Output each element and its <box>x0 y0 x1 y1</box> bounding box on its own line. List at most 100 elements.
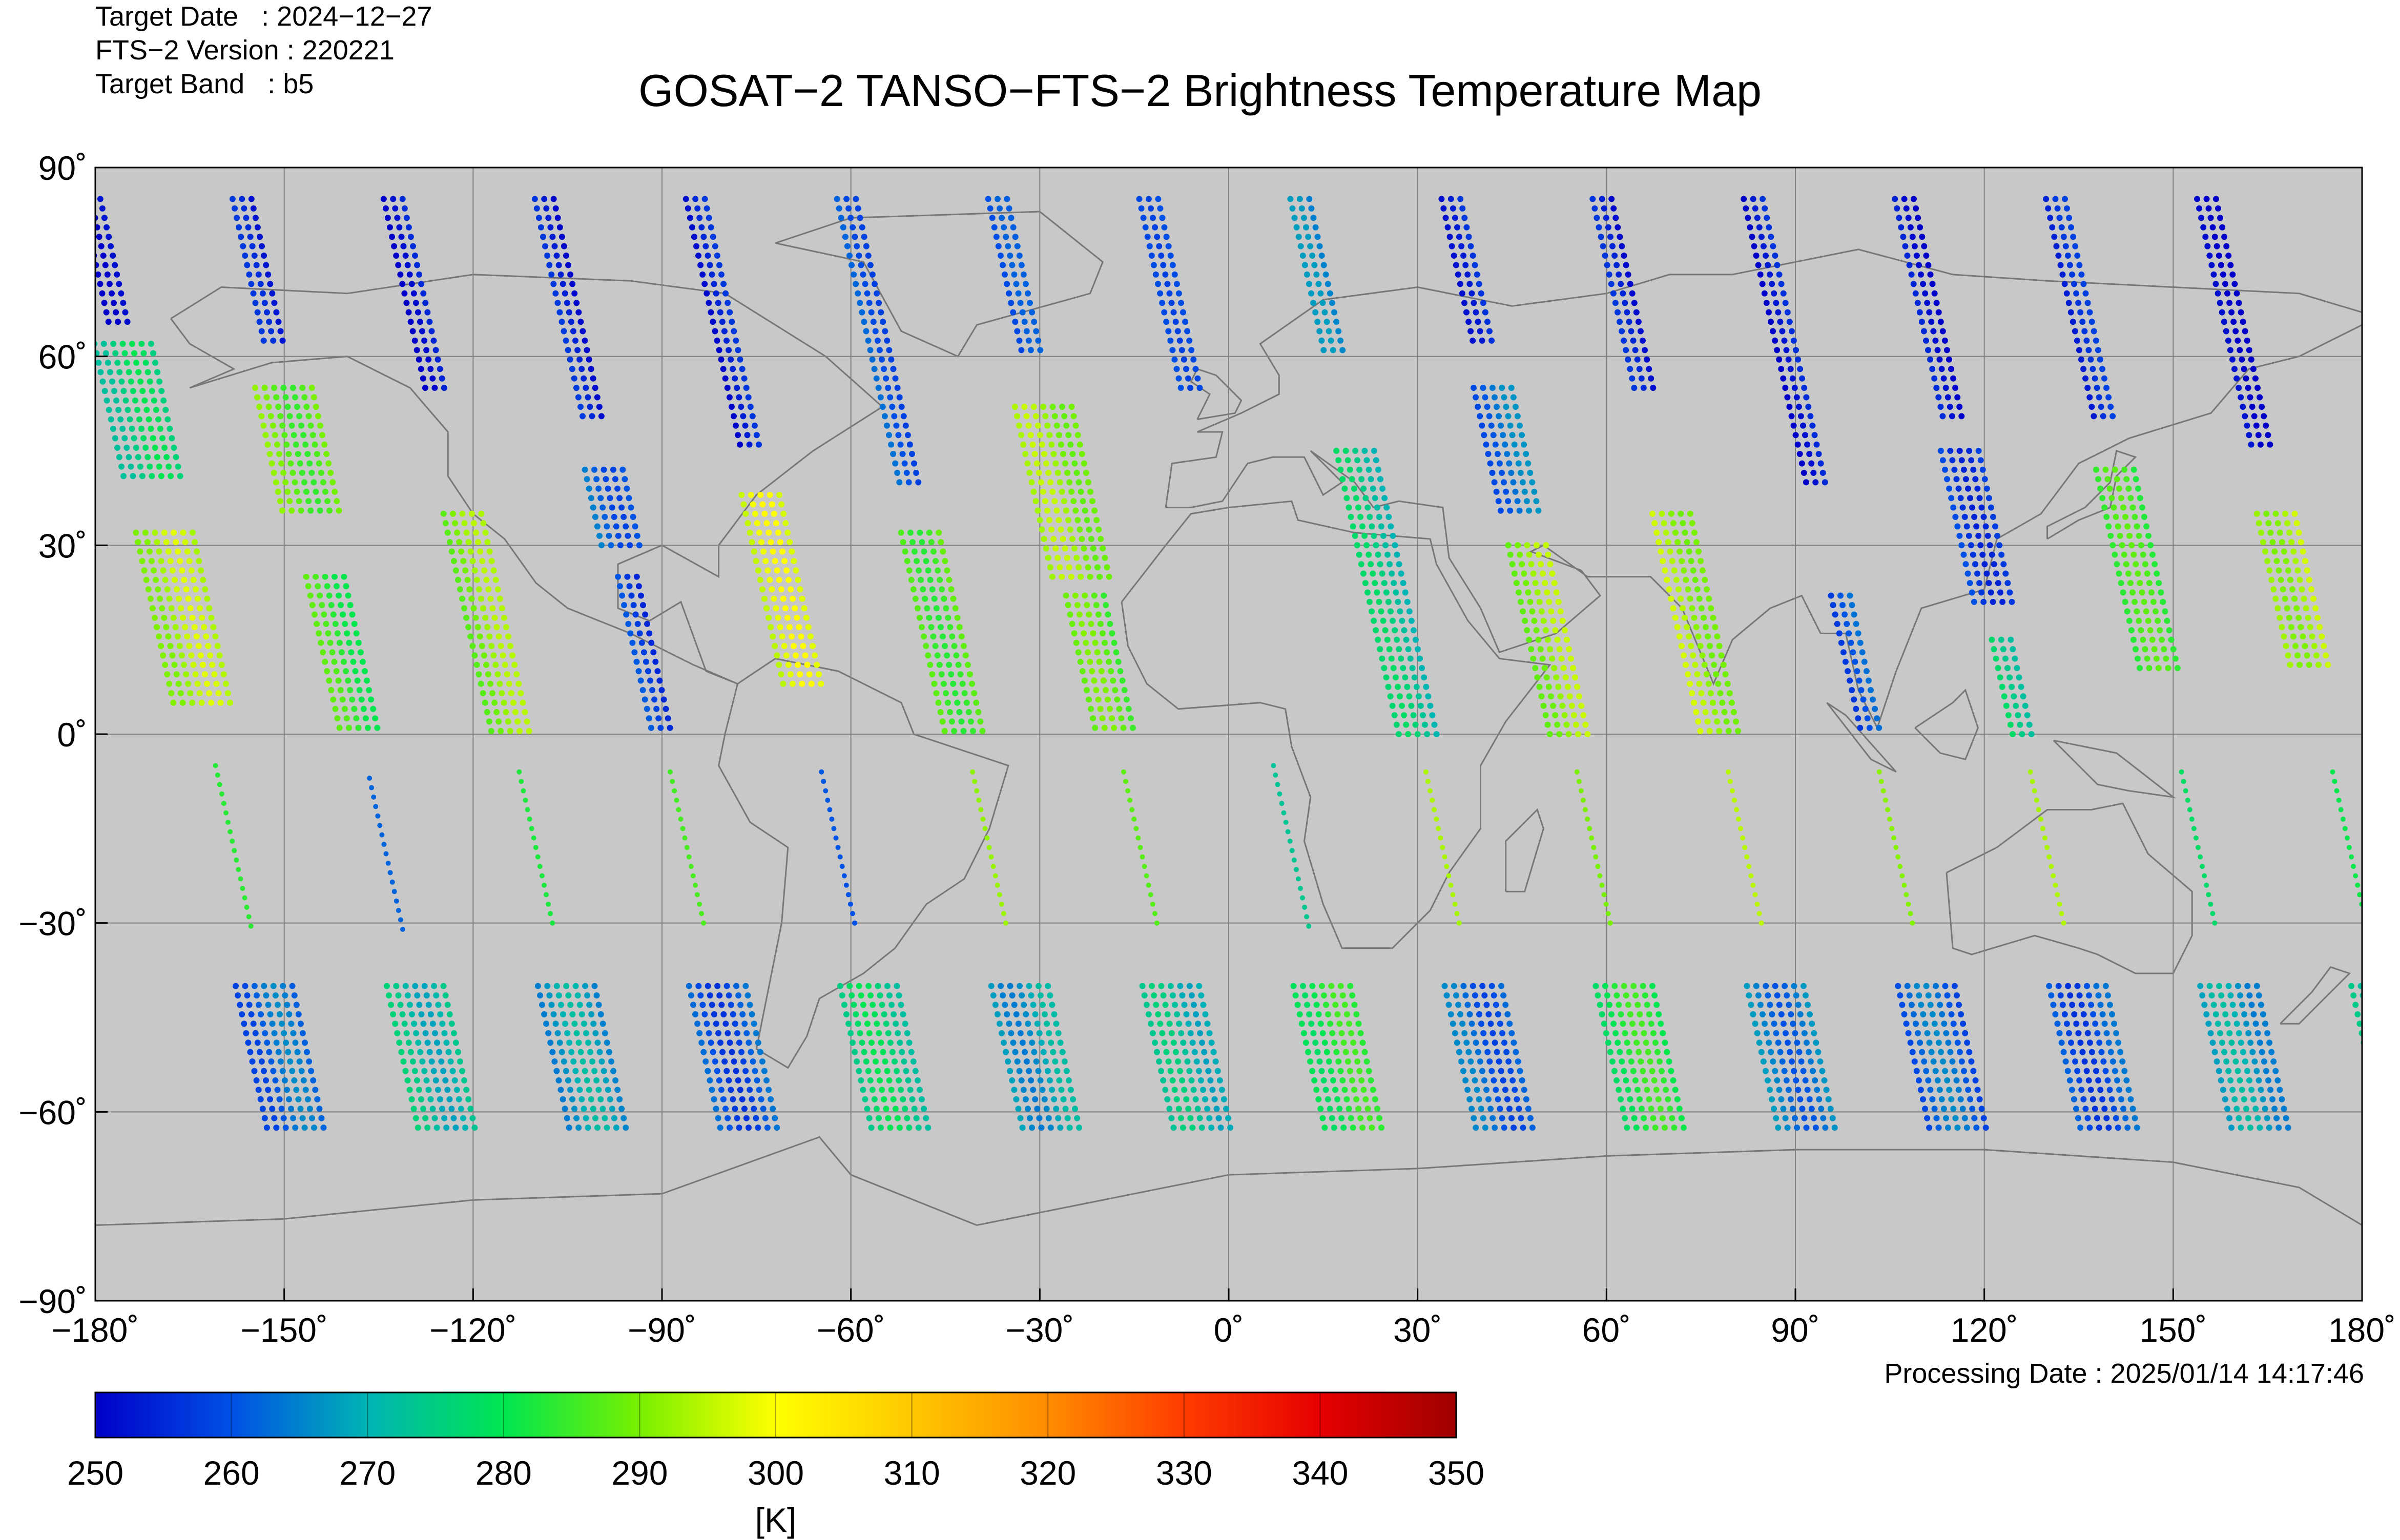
footprint-point <box>299 385 306 391</box>
footprint-point <box>166 595 173 602</box>
footprint-point <box>2062 243 2069 249</box>
footprint-point <box>118 290 125 297</box>
footprint-point <box>2013 702 2019 709</box>
footprint-point <box>1957 495 1964 502</box>
footprint-point <box>423 992 430 998</box>
footprint-point <box>2080 1096 2087 1102</box>
footprint-point <box>1910 1011 1917 1017</box>
footprint-point <box>482 529 489 536</box>
footprint-point <box>752 1068 758 1074</box>
footprint-point <box>2363 921 2368 926</box>
footprint-point <box>931 595 938 602</box>
footprint-point <box>2396 1115 2400 1121</box>
footprint-point <box>1628 328 1635 335</box>
footprint-point <box>487 680 493 687</box>
footprint-point <box>1904 892 1909 898</box>
footprint-point <box>168 473 174 480</box>
footprint-point <box>2145 532 2151 539</box>
footprint-point <box>1079 451 1085 457</box>
footprint-point <box>257 281 264 287</box>
footprint-point <box>1955 485 1962 492</box>
footprint-point <box>836 205 842 212</box>
footprint-point <box>1786 319 1793 325</box>
footprint-point <box>842 234 849 240</box>
footprint-point <box>1182 319 1189 325</box>
footprint-point <box>307 507 314 514</box>
footprint-point <box>1085 649 1091 656</box>
footprint-point <box>1518 598 1524 605</box>
footprint-point <box>2246 1077 2252 1084</box>
footprint-point <box>1399 702 1405 709</box>
footprint-point <box>2286 614 2292 621</box>
footprint-point <box>1454 1039 1460 1046</box>
footprint-point <box>1638 1058 1644 1065</box>
footprint-point <box>515 680 522 687</box>
footprint-point <box>1196 983 1203 989</box>
footprint-point <box>1749 234 1755 240</box>
footprint-point <box>780 595 787 602</box>
footprint-point <box>1811 432 1818 439</box>
footprint-point <box>2256 992 2262 998</box>
footprint-point <box>1034 1106 1041 1112</box>
footprint-point <box>1744 983 1750 989</box>
footprint-point <box>841 1002 847 1008</box>
footprint-point <box>1080 498 1086 505</box>
footprint-point <box>755 1125 761 1131</box>
footprint-point <box>2262 1106 2268 1112</box>
footprint-point <box>697 901 702 907</box>
footprint-point <box>2054 1021 2061 1027</box>
footprint-point <box>465 539 472 546</box>
footprint-point <box>1937 1002 1943 1008</box>
footprint-point <box>1937 319 1944 325</box>
footprint-point <box>1846 630 1852 637</box>
footprint-point <box>504 671 510 678</box>
footprint-point <box>347 687 354 693</box>
footprint-point <box>1158 253 1165 259</box>
footprint-point <box>2038 816 2043 822</box>
footprint-point <box>111 300 117 306</box>
footprint-point <box>972 779 978 784</box>
footprint-point <box>2237 992 2243 998</box>
footprint-point <box>2206 892 2211 898</box>
footprint-point <box>1678 595 1684 602</box>
footprint-point <box>558 319 565 325</box>
footprint-point <box>612 476 618 483</box>
footprint-point <box>909 539 916 546</box>
footprint-point <box>613 1125 619 1131</box>
footprint-point <box>399 1011 406 1017</box>
footprint-point <box>1317 1021 1324 1027</box>
footprint-point <box>2390 1087 2396 1093</box>
footprint-point <box>568 1049 575 1055</box>
footprint-point <box>270 337 277 344</box>
footprint-point <box>1529 479 1536 486</box>
footprint-point <box>1502 1002 1509 1008</box>
footprint-point <box>1053 422 1060 429</box>
footprint-point <box>1162 271 1169 278</box>
footprint-point <box>701 196 708 202</box>
footprint-point <box>2233 375 2240 382</box>
footprint-point <box>2014 665 2020 671</box>
footprint-point <box>2370 1039 2376 1046</box>
footprint-point <box>1593 854 1599 860</box>
footprint-point <box>686 983 692 989</box>
footprint-point <box>1517 422 1523 429</box>
footprint-point <box>265 1002 272 1008</box>
footprint-point <box>194 595 201 602</box>
footprint-point <box>154 369 160 376</box>
footprint-point <box>447 1058 454 1065</box>
footprint-point <box>1507 551 1514 558</box>
footprint-point <box>1150 215 1156 221</box>
footprint-point <box>573 1115 580 1121</box>
footprint-point <box>271 1115 278 1121</box>
footprint-point <box>913 470 920 476</box>
footprint-point <box>1091 592 1098 599</box>
footprint-point <box>1686 548 1692 555</box>
footprint-point <box>874 290 880 297</box>
footprint-point <box>872 1011 878 1017</box>
footprint-point <box>475 539 481 546</box>
footprint-point <box>255 271 262 278</box>
footprint-point <box>122 397 129 404</box>
footprint-point <box>720 366 727 372</box>
footprint-point <box>1526 507 1533 514</box>
footprint-point <box>2254 385 2261 391</box>
